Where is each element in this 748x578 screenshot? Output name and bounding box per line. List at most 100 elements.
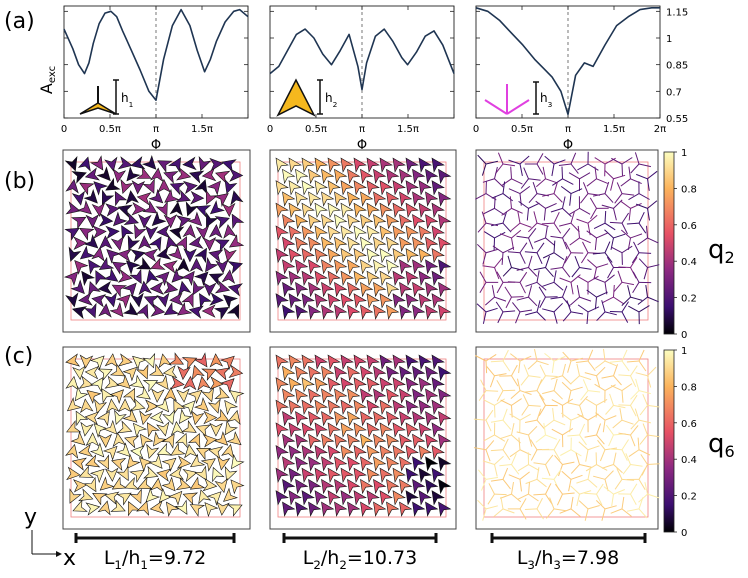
particle-arm	[525, 281, 538, 287]
particle-arm	[551, 399, 563, 406]
particle-arm	[533, 211, 538, 224]
particle	[360, 478, 374, 495]
particle	[135, 303, 149, 320]
particle-arm	[521, 405, 529, 416]
particle	[353, 180, 367, 196]
particle	[92, 492, 108, 506]
particle-arm	[585, 449, 589, 462]
particle-arm	[634, 408, 640, 421]
particle	[392, 377, 406, 393]
panel-label-b: (b)	[4, 169, 35, 194]
particle-arm	[510, 390, 521, 399]
particle	[360, 433, 374, 449]
particle-arm	[553, 311, 558, 324]
particle	[431, 354, 445, 370]
particle	[131, 202, 146, 216]
particle	[282, 456, 296, 472]
particle-arm	[562, 285, 568, 298]
particle-arm	[482, 508, 487, 521]
particle-arm	[630, 405, 637, 417]
particle-arm	[587, 163, 599, 171]
particle-arm	[596, 178, 608, 184]
particle	[161, 457, 177, 472]
particle	[116, 374, 131, 389]
particle	[275, 270, 289, 286]
particle-arm	[477, 499, 487, 510]
particle	[187, 211, 203, 227]
particle	[231, 213, 245, 230]
particle	[438, 214, 452, 230]
particle	[163, 387, 177, 402]
colorbar-tick-label: 1	[681, 346, 687, 357]
particle	[189, 476, 206, 490]
particle-arm	[507, 255, 512, 268]
particle	[175, 432, 188, 449]
particle	[418, 180, 432, 196]
particle-arm	[613, 464, 623, 474]
shape-inset-1: h1	[79, 79, 134, 115]
particle	[301, 180, 315, 196]
particle	[275, 225, 289, 241]
particle	[66, 466, 81, 481]
particle	[224, 420, 238, 436]
particle-arm	[511, 178, 523, 185]
particle	[98, 235, 113, 250]
particle	[334, 281, 348, 298]
particle-arm	[539, 296, 546, 309]
particle	[399, 478, 413, 495]
particle-arm	[519, 185, 531, 194]
particle-arm	[613, 404, 626, 409]
particle-arm	[523, 167, 529, 179]
particle	[228, 364, 244, 379]
particle	[392, 270, 406, 286]
particle-arm	[638, 497, 644, 510]
particle	[182, 492, 199, 506]
particle	[214, 239, 230, 252]
particle-arm	[518, 437, 521, 450]
particle-arm	[511, 493, 522, 503]
particle	[314, 180, 328, 196]
particle	[182, 375, 197, 391]
particle-arm	[553, 240, 556, 253]
particle	[321, 281, 335, 298]
particle	[412, 456, 426, 472]
particle-arm	[535, 434, 546, 443]
particle-arm	[494, 405, 496, 418]
particle-arm	[638, 252, 652, 254]
particle	[353, 467, 367, 483]
particle-arm	[562, 375, 572, 385]
particle	[275, 399, 289, 416]
particle-arm	[490, 449, 504, 452]
particle	[178, 280, 192, 296]
particle	[405, 422, 419, 438]
particle	[230, 190, 244, 206]
x-tick-label: π	[565, 124, 571, 135]
particle-arm	[494, 267, 500, 280]
particle	[392, 467, 406, 483]
particle	[308, 433, 322, 449]
particle-arm	[562, 398, 574, 406]
particle-arm	[570, 222, 580, 233]
h2-label: h2	[325, 91, 337, 109]
particle	[102, 445, 118, 461]
particle-arm	[614, 193, 623, 204]
particle-arm	[647, 178, 650, 191]
particle	[418, 422, 432, 438]
particle	[184, 443, 198, 459]
particle	[347, 411, 361, 427]
particle-arm	[644, 482, 648, 495]
particle	[399, 259, 413, 275]
particle-arm	[584, 492, 597, 495]
particle-arm	[638, 508, 648, 519]
particle	[399, 304, 413, 320]
particle-arm	[478, 469, 487, 480]
particle	[208, 249, 224, 263]
particle-arm	[571, 267, 580, 278]
particle	[282, 236, 296, 252]
particle-arm	[604, 210, 607, 224]
particle	[191, 364, 205, 381]
particle	[412, 236, 426, 252]
particle	[209, 292, 224, 306]
simulation-box	[483, 358, 649, 518]
x-tick-label: 0	[473, 124, 479, 135]
